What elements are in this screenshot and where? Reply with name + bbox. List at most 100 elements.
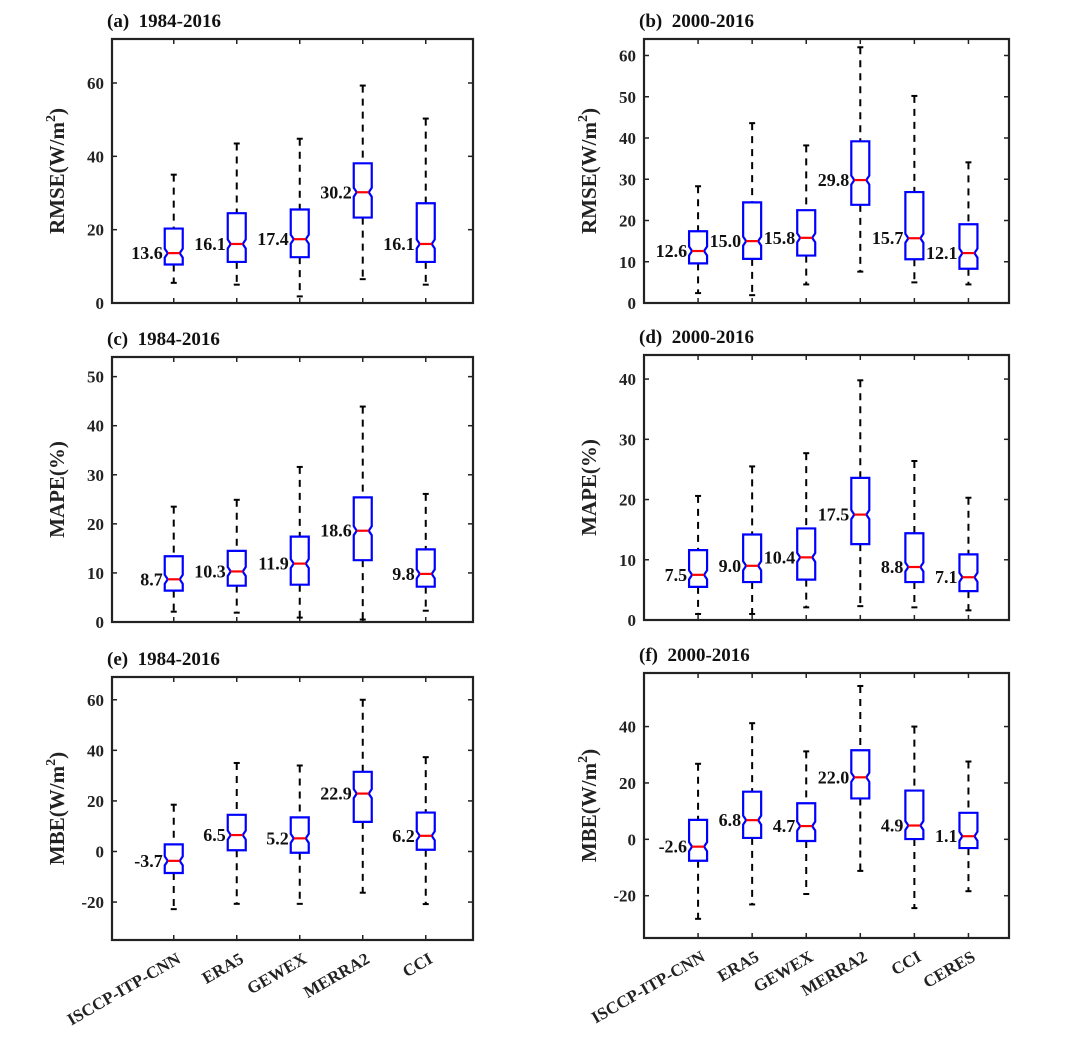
y-tick-label: 0: [628, 830, 637, 849]
median-label: 18.6: [320, 521, 352, 541]
box-merra2: 30.2: [320, 39, 373, 303]
y-axis-label-main: RMSE(W/m: [45, 122, 69, 235]
axes-frame: [110, 355, 475, 624]
y-tick-label: 20: [619, 491, 636, 510]
box-ceres: 7.1: [935, 355, 979, 620]
median-label: -2.6: [659, 837, 688, 857]
y-axis-label-main: MAPE(%): [577, 439, 601, 536]
median-label: 6.2: [392, 826, 415, 846]
y-axis-label-main: RMSE(W/m: [577, 122, 601, 235]
y-axis-label-superscript: 2: [44, 115, 59, 122]
y-tick-label: 20: [87, 792, 104, 811]
x-tick-label: ISCCP-ITP-CNN: [64, 949, 185, 1030]
iqr-box: [415, 548, 436, 588]
iqr-box: [958, 553, 979, 593]
panel-a: (a) 1984-2016 RMSE(W/m2) 0 20 40 60 13.6 16.1 17…: [44, 11, 475, 313]
y-axis-label: MBE(W/m2): [44, 752, 69, 865]
panel-e: (e) 1984-2016 MBE(W/m2) -20 0 20 40 60 -3.7 ISCC…: [44, 649, 475, 1030]
y-tick-label: 40: [619, 370, 636, 389]
iqr-box: [163, 555, 184, 592]
box-isccp-itp-cnn: 7.5: [665, 355, 709, 620]
y-axis-label-main: MBE(W/m: [45, 765, 69, 865]
y-axis-label-superscript: 2: [44, 759, 59, 766]
iqr-box: [415, 202, 436, 264]
iqr-box: [226, 813, 247, 852]
iqr-box: [352, 770, 373, 824]
box-gewex: 17.4: [257, 39, 310, 303]
median-label: 30.2: [320, 182, 352, 202]
y-axis-label-superscript: 2: [576, 756, 591, 763]
y-axis-label-close: ): [577, 749, 601, 756]
box-isccp-itp-cnn: 12.6: [656, 39, 709, 303]
iqr-box: [289, 208, 310, 259]
box-cci: 9.8: [392, 357, 436, 622]
box-gewex: 5.2 GEWEX: [244, 677, 311, 998]
y-axis-label: RMSE(W/m2): [576, 108, 601, 234]
box-merra2: 22.9 MERRA2: [300, 677, 373, 1002]
median-label: 7.1: [935, 567, 958, 587]
panel-f: (f) 2000-2016 MBE(W/m2) -20 0 20 40 -2.6 ISCCP-…: [576, 645, 1011, 1028]
y-tick-label: 40: [619, 718, 636, 737]
x-tick-label: CCI: [399, 949, 436, 981]
x-tick-label: GEWEX: [244, 949, 311, 998]
median-label: 15.8: [764, 228, 796, 248]
y-tick-label: 40: [87, 741, 104, 760]
x-tick-label: ISCCP-ITP-CNN: [588, 947, 709, 1028]
iqr-box: [687, 818, 709, 862]
median-label: 17.5: [818, 505, 850, 525]
iqr-box: [796, 802, 817, 843]
y-tick-label: 30: [619, 430, 636, 449]
y-axis-label: MBE(W/m2): [576, 749, 601, 862]
iqr-box: [742, 201, 763, 260]
panel-title: (a) 1984-2016: [107, 11, 221, 32]
axes-frame: [110, 37, 475, 305]
box-era5: 16.1: [194, 39, 247, 303]
median-label: 9.0: [719, 556, 742, 576]
median-label: 6.5: [203, 825, 226, 845]
panel-c: (c) 1984-2016 MAPE(%) 0 10 20 30 40 50 8.7 10.3 11…: [45, 329, 475, 632]
median-label: 8.8: [881, 557, 904, 577]
y-axis-label-close: ): [45, 108, 69, 115]
median-label: 7.5: [665, 565, 688, 585]
x-tick-label: ERA5: [199, 949, 247, 988]
iqr-box: [958, 223, 979, 270]
panel-b: (b) 2000-2016 RMSE(W/m2) 0 10 20 30 40 50 60 12.6…: [576, 11, 1011, 313]
median-label: 15.7: [872, 228, 904, 248]
box-cci: 15.7: [872, 39, 925, 303]
y-axis-label: RMSE(W/m2): [44, 108, 69, 234]
y-tick-label: 40: [87, 147, 104, 166]
panel-title: (b) 2000-2016: [639, 11, 754, 32]
y-tick-label: 10: [87, 564, 104, 583]
y-tick-label: 30: [87, 466, 104, 485]
y-tick-label: 0: [96, 842, 105, 861]
y-tick-label: 0: [628, 611, 637, 630]
box-era5: 15.0: [710, 39, 763, 303]
y-tick-label: -20: [613, 887, 636, 906]
median-label: 1.1: [935, 826, 958, 846]
box-ceres: 1.1 CERES: [920, 673, 979, 992]
y-tick-label: 60: [619, 47, 636, 66]
median-label: 8.7: [140, 569, 163, 589]
x-tick-label: CERES: [920, 947, 979, 992]
box-cci: 8.8: [881, 355, 925, 620]
y-axis-label-main: MAPE(%): [45, 441, 69, 538]
y-tick-label: 40: [619, 129, 636, 148]
median-label: 6.8: [719, 810, 742, 830]
iqr-box: [850, 140, 871, 206]
median-label: -3.7: [134, 851, 163, 871]
iqr-box: [289, 535, 310, 586]
axes-frame: [642, 353, 1011, 622]
box-isccp-itp-cnn: 13.6: [131, 39, 184, 303]
iqr-box: [163, 227, 184, 266]
iqr-box: [796, 209, 817, 257]
iqr-box: [163, 843, 184, 875]
iqr-box: [226, 212, 247, 264]
axes-frame: [642, 671, 1011, 940]
axes-frame: [110, 675, 475, 942]
iqr-box: [796, 527, 817, 581]
y-tick-label: 60: [87, 74, 104, 93]
y-tick-label: 20: [87, 221, 104, 240]
iqr-box: [904, 789, 925, 841]
y-axis-label-superscript: 2: [576, 115, 591, 122]
